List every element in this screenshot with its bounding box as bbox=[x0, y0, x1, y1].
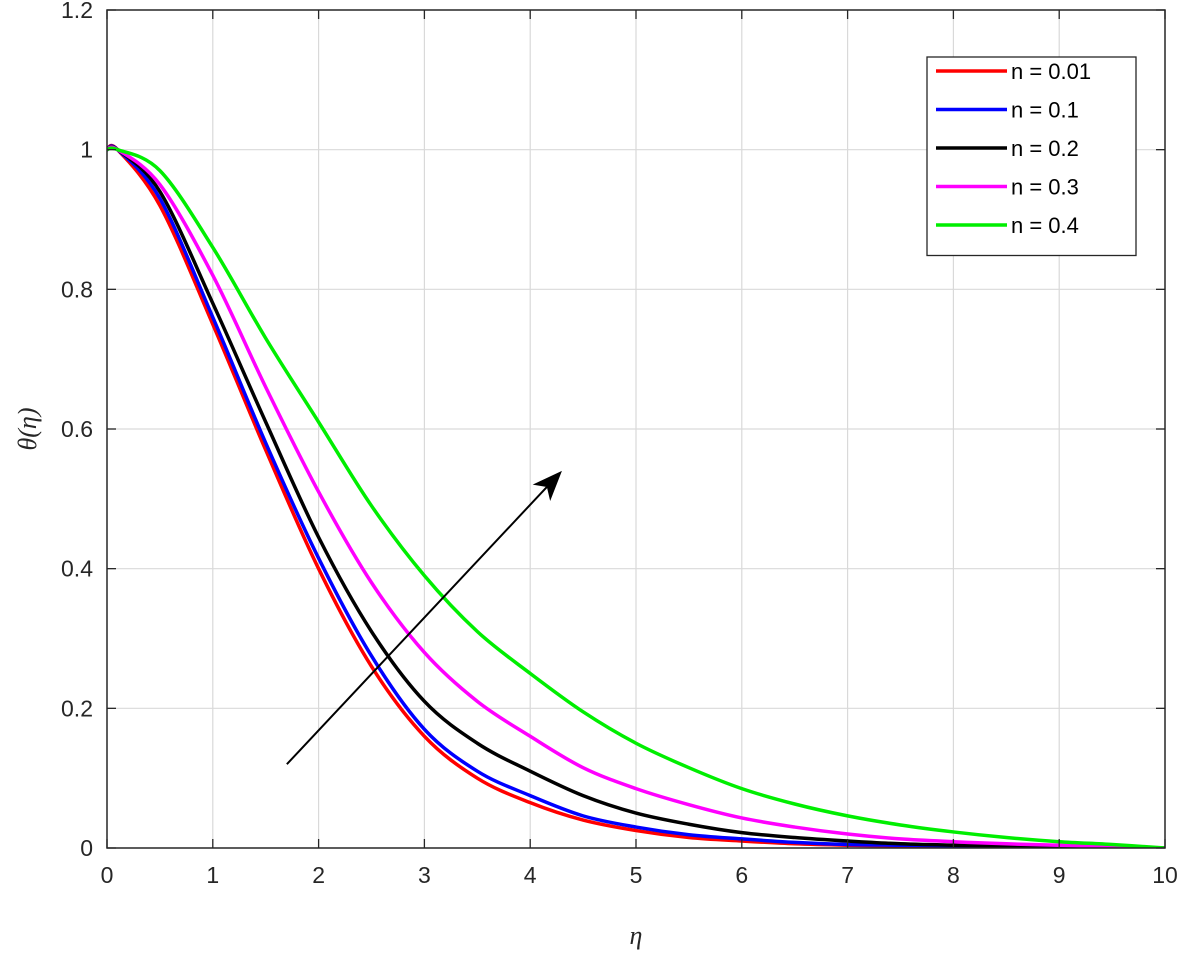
trend-arrow bbox=[286, 470, 562, 765]
arrow-head bbox=[532, 470, 562, 501]
x-tick-label: 5 bbox=[630, 862, 643, 888]
ticks: 0 1 2 3 4 5 6 7 8 9 10 0 0.2 0.4 0.6 0.8 1 1.2 bbox=[61, 0, 1178, 888]
series-group bbox=[107, 143, 1165, 848]
y-tick-label: 1.2 bbox=[61, 0, 93, 23]
x-tick-label: 4 bbox=[524, 862, 537, 888]
legend-label: n = 0.2 bbox=[1011, 136, 1079, 161]
legend-label: n = 0.4 bbox=[1011, 213, 1079, 238]
x-tick-label: 0 bbox=[101, 862, 114, 888]
x-tick-label: 2 bbox=[312, 862, 325, 888]
legend-label: n = 0.3 bbox=[1011, 175, 1079, 200]
y-tick-label: 0.8 bbox=[61, 276, 93, 302]
legend-label: n = 0.01 bbox=[1011, 59, 1091, 84]
legend: n = 0.01 n = 0.1 n = 0.2 n = 0.3 n = 0.4 bbox=[926, 56, 1137, 257]
series-line-4 bbox=[107, 145, 1165, 848]
x-tick-label: 10 bbox=[1152, 862, 1178, 888]
x-axis-label: η bbox=[630, 921, 643, 950]
legend-label: n = 0.1 bbox=[1011, 98, 1079, 123]
legend-box bbox=[926, 56, 1137, 257]
y-axis-label: θ(η) bbox=[13, 408, 42, 451]
series-line-3 bbox=[107, 144, 1165, 848]
y-tick-label: 0.2 bbox=[61, 695, 93, 721]
x-tick-label: 9 bbox=[1053, 862, 1066, 888]
y-tick-label: 0 bbox=[80, 835, 93, 861]
x-tick-label: 3 bbox=[418, 862, 431, 888]
y-tick-label: 0.6 bbox=[61, 416, 93, 442]
x-tick-label: 8 bbox=[947, 862, 960, 888]
series-line-5 bbox=[107, 146, 1165, 848]
arrow-shaft bbox=[286, 486, 548, 765]
y-tick-label: 1 bbox=[80, 137, 93, 163]
x-tick-label: 7 bbox=[841, 862, 854, 888]
y-tick-label: 0.4 bbox=[61, 556, 93, 582]
x-tick-label: 1 bbox=[206, 862, 219, 888]
x-tick-label: 6 bbox=[735, 862, 748, 888]
